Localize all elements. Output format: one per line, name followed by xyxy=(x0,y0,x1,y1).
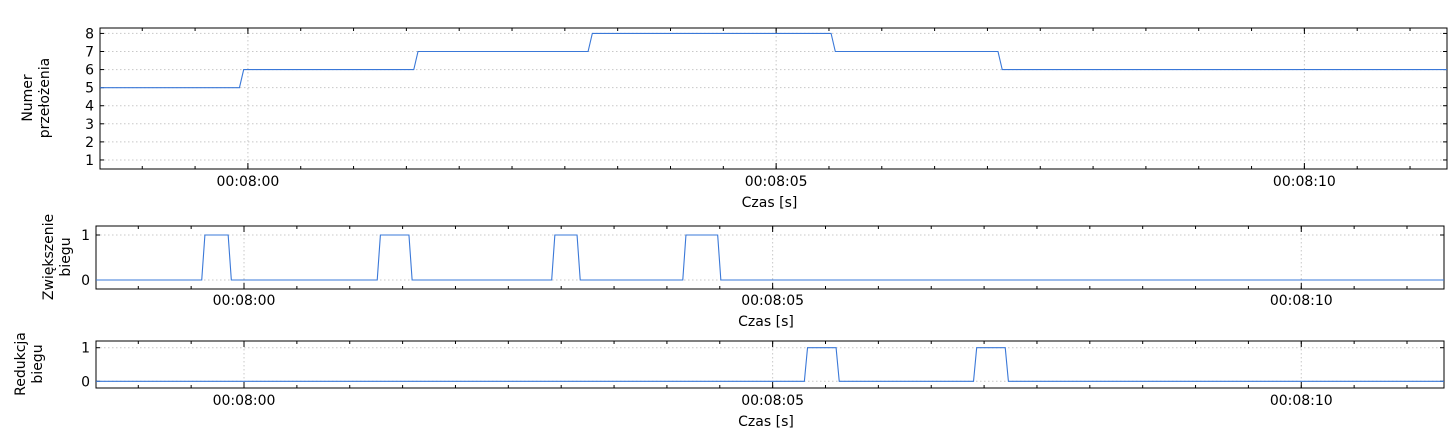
x-tick-label: 00:08:00 xyxy=(213,293,276,309)
y-tick-label: 2 xyxy=(85,135,94,151)
plot-frame xyxy=(99,27,1448,170)
y-tick-label: 1 xyxy=(81,341,90,357)
x-tick-label: 00:08:10 xyxy=(1273,174,1336,190)
y-tick-label: 0 xyxy=(81,273,90,289)
x-axis-label: Czas [s] xyxy=(738,314,794,330)
x-tick-label: 00:08:00 xyxy=(213,393,276,409)
x-tick-label: 00:08:05 xyxy=(741,393,804,409)
y-axis-label-line: biegu xyxy=(58,237,74,276)
chart-panel-1: 1 2 3 4 5 6 7 8 00:08:00 00:08:05 00:08:10 Czas [s]… xyxy=(20,26,1448,211)
y-tick-label: 7 xyxy=(85,45,94,61)
x-tick-label: 00:08:10 xyxy=(1270,393,1333,409)
x-tick-label: 00:08:05 xyxy=(741,293,804,309)
y-tick-label: 8 xyxy=(85,26,94,42)
x-tick-label: 00:08:00 xyxy=(216,174,279,190)
series-line-3 xyxy=(96,347,1444,382)
series-line-2 xyxy=(96,234,1444,281)
x-axis-label: Czas [s] xyxy=(738,414,794,430)
x-tick-label: 00:08:10 xyxy=(1270,293,1333,309)
chart-panel-2: 0 1 00:08:00 00:08:05 00:08:10 Czas [s] Zwięks… xyxy=(41,214,1445,330)
y-axis-label-line: biegu xyxy=(30,344,46,383)
y-axis-label: Redukcjabiegu xyxy=(13,332,46,396)
y-axis-label: Numerprzełożenia xyxy=(20,58,53,138)
y-tick-label: 1 xyxy=(85,153,94,169)
plot-frame xyxy=(95,225,1445,290)
y-axis-label-line: przełożenia xyxy=(37,58,53,138)
y-axis-label: Zwiększeniebiegu xyxy=(41,214,74,300)
y-axis-label-line: Redukcja xyxy=(13,332,29,396)
y-tick-label: 4 xyxy=(85,99,94,115)
y-tick-label: 5 xyxy=(85,81,94,97)
y-axis-label-line: Zwiększenie xyxy=(41,214,57,300)
y-tick-label: 6 xyxy=(85,63,94,79)
series-line-1 xyxy=(100,32,1447,89)
y-tick-label: 0 xyxy=(81,374,90,390)
y-tick-label: 3 xyxy=(85,117,94,133)
plot-frame xyxy=(95,340,1445,389)
y-axis-label-line: Numer xyxy=(20,74,36,122)
x-tick-label: 00:08:05 xyxy=(745,174,808,190)
chart-panel-3: 0 1 00:08:00 00:08:05 00:08:10 Czas [s] Redukc… xyxy=(13,332,1445,430)
x-axis-label: Czas [s] xyxy=(742,195,798,211)
y-tick-label: 1 xyxy=(81,228,90,244)
